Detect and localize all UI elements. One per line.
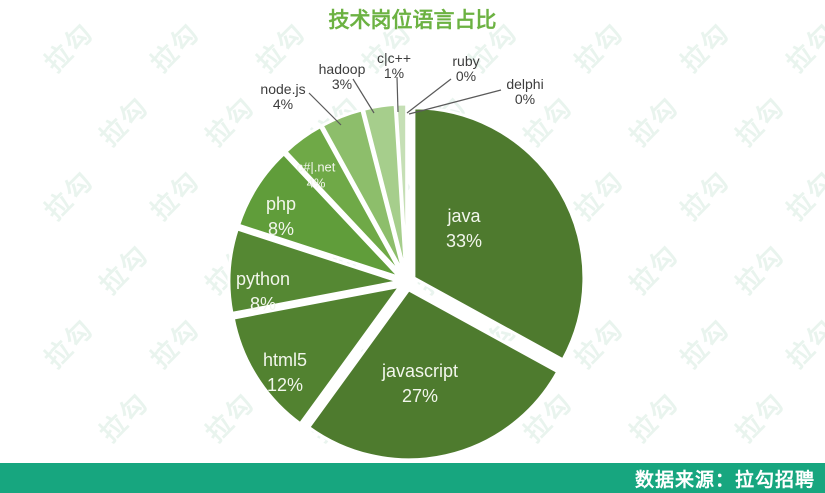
pie-slice-python [227, 227, 401, 315]
pie-slice-c#|.net [284, 125, 404, 277]
slice-label-name-html5: html5 [263, 350, 307, 370]
pie-slice-node.js [320, 108, 406, 277]
pie-slice-java [412, 106, 586, 362]
slice-label-name-javascript: javascript [381, 361, 458, 381]
slice-label-pct-node.js: 4% [273, 96, 293, 112]
slice-label-name-c#|.net: c#|.net [297, 160, 336, 175]
slice-label-pct-java: 33% [446, 231, 482, 251]
leader-line-hadoop [352, 78, 375, 114]
chart-title: 技术岗位语言占比 [328, 9, 497, 32]
slice-label-name-java: java [446, 206, 481, 226]
slice-label-name-c|c++: c|c++ [377, 50, 411, 66]
slice-label-pct-python: 8% [250, 294, 276, 314]
slice-label-pct-c|c++: 1% [384, 65, 404, 81]
slice-label-pct-delphi: 0% [515, 91, 535, 107]
slice-label-pct-javascript: 27% [402, 386, 438, 406]
slice-label-name-hadoop: hadoop [319, 61, 366, 77]
pie-slice-c|c++ [394, 102, 409, 276]
source-label: 数据来源：拉勾招聘 [634, 469, 815, 491]
leader-line-c|c++ [396, 76, 399, 113]
slice-label-pct-php: 8% [268, 219, 294, 239]
pie-slice-php [237, 152, 402, 280]
source-bar: 数据来源：拉勾招聘 [0, 463, 825, 493]
slice-label-name-python: python [236, 269, 290, 289]
pie-slice-javascript [307, 288, 560, 462]
slice-label-name-node.js: node.js [260, 81, 305, 97]
leader-line-delphi [408, 89, 502, 115]
leader-line-node.js [308, 92, 342, 126]
slice-label-pct-hadoop: 3% [332, 76, 352, 92]
leader-line-ruby [406, 78, 452, 114]
slice-label-name-delphi: delphi [506, 76, 543, 92]
slice-label-pct-c#|.net: 4% [307, 176, 326, 191]
slice-label-pct-html5: 12% [267, 375, 303, 395]
slice-label-name-php: php [266, 194, 296, 214]
slice-label-pct-ruby: 0% [456, 68, 476, 84]
slice-label-name-ruby: ruby [452, 53, 479, 69]
pie-slice-html5 [231, 284, 402, 426]
